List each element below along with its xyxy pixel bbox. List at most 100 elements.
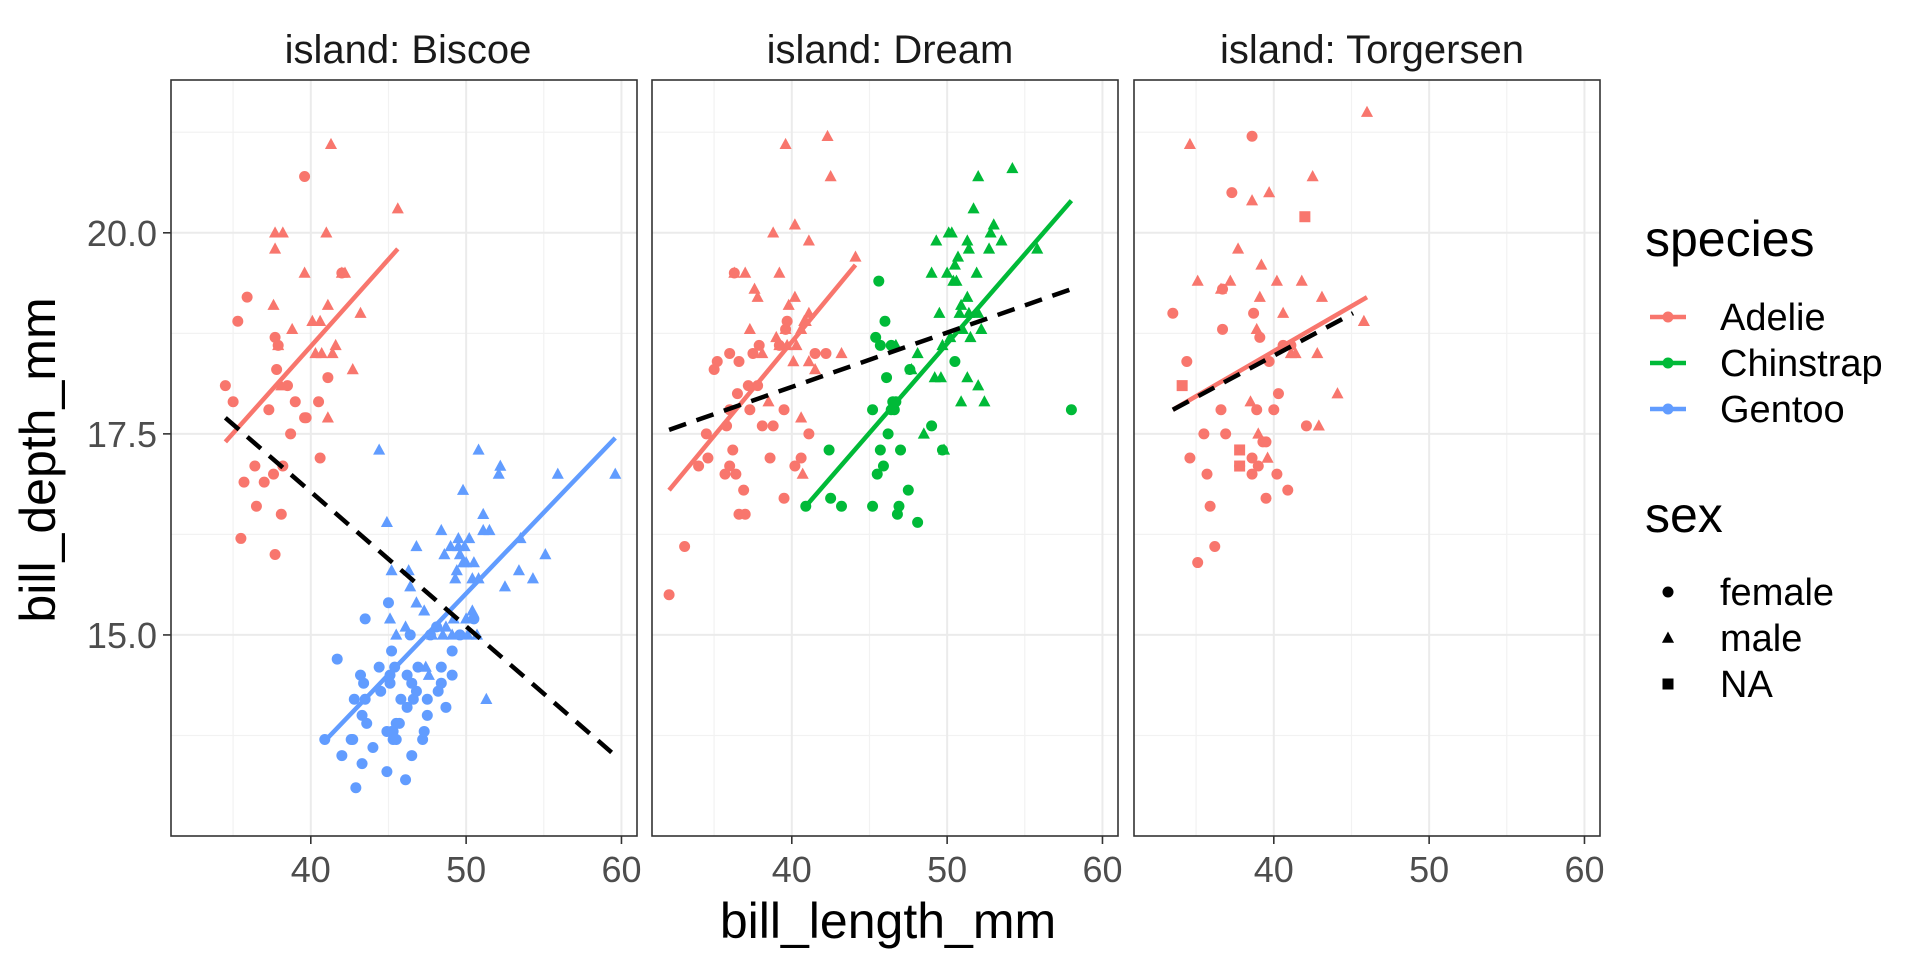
point-adelie-female — [719, 468, 731, 480]
point-gentoo-male — [483, 523, 496, 536]
point-gentoo-male — [466, 604, 479, 616]
x-tick-label: 50 — [927, 849, 967, 890]
point-adelie-male — [272, 338, 285, 351]
point-adelie-female — [1201, 468, 1213, 480]
point-chinstrap-male — [917, 427, 930, 439]
point-adelie-male — [788, 218, 801, 230]
point-adelie-female — [738, 484, 750, 496]
point-adelie-female — [739, 508, 751, 520]
point-adelie-male — [354, 306, 367, 318]
point-adelie-female — [1260, 436, 1272, 448]
point-adelie-male — [391, 202, 404, 214]
point-adelie-female — [271, 364, 283, 376]
fit-line-gentoo — [324, 436, 617, 742]
point-adelie-male — [1224, 274, 1237, 286]
point-adelie-male — [1232, 242, 1245, 254]
point-chinstrap-female — [949, 355, 961, 367]
point-gentoo-male — [439, 620, 452, 632]
point-adelie-na — [1234, 460, 1246, 472]
point-gentoo-male — [385, 564, 398, 576]
point-adelie-female — [1204, 500, 1216, 512]
point-chinstrap-male — [972, 306, 985, 318]
point-chinstrap-female — [867, 404, 879, 416]
point-gentoo-female — [400, 774, 412, 786]
point-chinstrap-male — [961, 371, 974, 383]
point-adelie-female — [238, 476, 250, 488]
point-adelie-female — [803, 428, 815, 440]
point-gentoo-female — [331, 653, 343, 665]
point-gentoo-female — [406, 677, 418, 689]
point-adelie-male — [1277, 306, 1290, 318]
point-adelie-female — [1198, 428, 1210, 440]
point-adelie-female — [744, 404, 756, 416]
point-chinstrap-male — [1031, 242, 1044, 254]
point-gentoo-male — [390, 628, 403, 640]
point-adelie-female — [724, 347, 736, 359]
point-gentoo-female — [421, 693, 433, 705]
point-adelie-female — [700, 428, 712, 440]
point-adelie-female — [693, 460, 705, 472]
point-adelie-female — [781, 315, 793, 327]
point-gentoo-male — [609, 467, 622, 479]
point-chinstrap-female — [893, 500, 905, 512]
y-tick-label: 17.5 — [87, 414, 157, 455]
fit-line-adelie — [667, 263, 858, 492]
point-chinstrap-female — [902, 484, 914, 496]
point-chinstrap-male — [948, 258, 961, 270]
point-adelie-male — [849, 250, 862, 262]
point-adelie-female — [789, 460, 801, 472]
point-adelie-female — [747, 347, 759, 359]
point-adelie-male — [1246, 194, 1259, 206]
point-adelie-male — [779, 322, 792, 335]
point-adelie-female — [820, 347, 832, 359]
point-gentoo-male — [446, 628, 459, 640]
point-chinstrap-female — [1065, 404, 1077, 416]
point-adelie-female — [1260, 492, 1272, 504]
point-gentoo-male — [410, 539, 423, 552]
point-adelie-male — [1295, 274, 1308, 286]
point-adelie-male — [1183, 137, 1196, 150]
point-chinstrap-male — [1006, 161, 1019, 174]
point-gentoo-male — [472, 443, 485, 455]
point-adelie-male — [314, 314, 327, 326]
point-gentoo-male — [404, 580, 417, 592]
point-gentoo-female — [350, 782, 362, 794]
point-adelie-male — [788, 290, 801, 302]
point-adelie-female — [724, 460, 736, 472]
point-adelie-female — [1263, 355, 1275, 367]
point-gentoo-male — [463, 531, 476, 544]
point-gentoo-male — [452, 531, 465, 544]
panel-border — [651, 79, 1119, 837]
legend-label-male: male — [1720, 618, 1802, 660]
point-adelie-female — [1248, 307, 1260, 319]
point-adelie-female — [711, 355, 723, 367]
point-adelie-male — [1357, 314, 1370, 326]
point-adelie-male — [762, 395, 775, 407]
point-gentoo-female — [421, 709, 433, 721]
point-adelie-female — [733, 355, 745, 367]
point-adelie-male — [324, 137, 338, 150]
point-chinstrap-female — [871, 468, 883, 480]
x-tick-label: 40 — [291, 849, 331, 890]
point-gentoo-male — [453, 548, 466, 560]
point-adelie-male — [767, 226, 780, 238]
point-adelie-female — [289, 396, 301, 408]
point-adelie-male — [267, 298, 280, 310]
point-chinstrap-male — [953, 306, 966, 318]
point-gentoo-female — [393, 717, 405, 729]
panel-2 — [1133, 79, 1601, 837]
point-adelie-male — [329, 338, 342, 351]
point-adelie-female — [258, 476, 270, 488]
panel-border — [170, 79, 638, 837]
point-gentoo-male — [467, 556, 480, 568]
strip-label-torgersen: island: Torgersen — [1220, 28, 1524, 72]
point-adelie-male — [276, 226, 289, 238]
point-chinstrap-female — [873, 275, 885, 287]
point-adelie-male — [1315, 290, 1329, 302]
point-adelie-female — [285, 428, 297, 440]
point-chinstrap-male — [933, 306, 946, 318]
point-adelie-female — [731, 388, 743, 400]
point-adelie-female — [263, 404, 275, 416]
point-adelie-female — [232, 315, 244, 327]
